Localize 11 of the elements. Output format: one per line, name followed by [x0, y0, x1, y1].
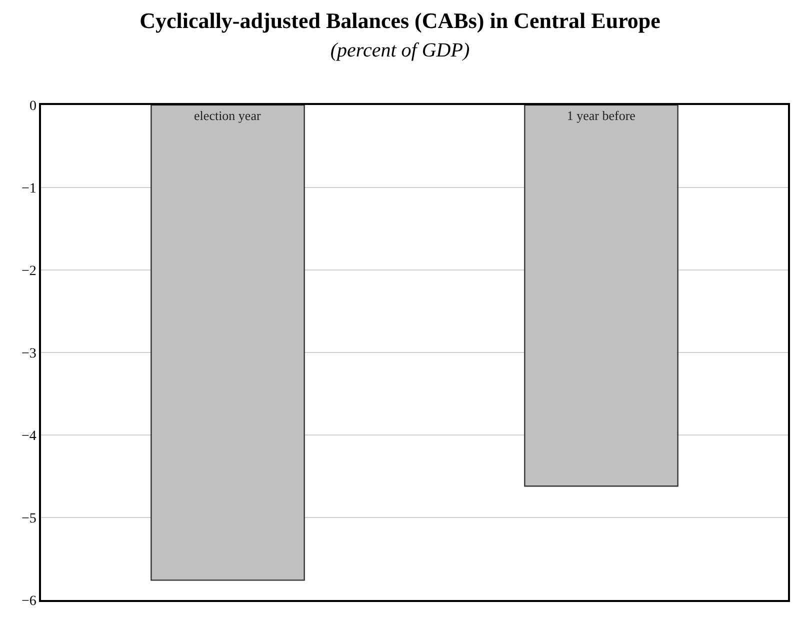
y-tick-label: −5 — [22, 511, 36, 526]
y-tick-label: −3 — [22, 346, 36, 362]
y-tick-label: −4 — [22, 428, 36, 444]
y-tick-label: −1 — [22, 181, 36, 196]
x-tick-label: election year — [194, 108, 262, 123]
chart-subtitle: (percent of GDP) — [330, 39, 470, 62]
chart-title: Cyclically-adjusted Balances (CABs) in Central Europe — [140, 8, 661, 33]
y-tick-label: −2 — [22, 264, 36, 279]
x-tick-label: 1 year before — [566, 108, 636, 123]
y-tick-label: 0 — [29, 98, 36, 114]
y-tick-label: −6 — [22, 594, 36, 609]
